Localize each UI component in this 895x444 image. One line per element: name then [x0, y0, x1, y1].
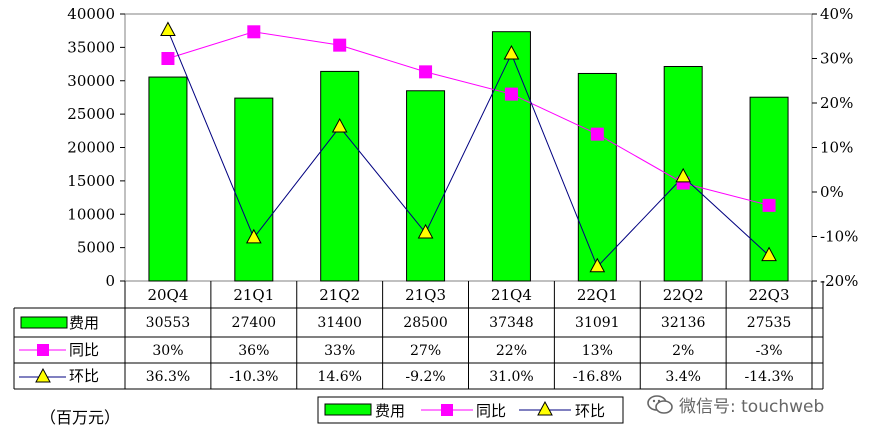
- qoq-marker-22Q3: [761, 246, 777, 262]
- table-cell: -3%: [756, 343, 783, 359]
- table-cell: 14.6%: [317, 369, 361, 385]
- table-cell: -14.3%: [744, 369, 793, 385]
- qoq-marker-21Q2: [331, 117, 348, 133]
- legend-key-expense: [324, 403, 372, 416]
- qoq-marker-20Q4: [160, 21, 176, 36]
- table-cell: -9.2%: [405, 369, 445, 385]
- right-axis-tick-label: 20%: [820, 94, 853, 112]
- right-axis-tick-label: 40%: [820, 5, 853, 23]
- right-axis-tick-label: 0%: [820, 183, 844, 201]
- yoy-marker-21Q4: [504, 87, 518, 101]
- category-label: 21Q2: [319, 286, 360, 304]
- category-label: 21Q1: [233, 286, 274, 304]
- left-axis-tick-label: 15000: [67, 172, 115, 190]
- qoq-marker-21Q3: [417, 223, 434, 239]
- qoq-marker-22Q2: [675, 167, 692, 183]
- table-row-header-expense: 费用: [69, 314, 99, 332]
- left-axis-tick-label: 40000: [67, 5, 115, 23]
- legend-key-qoq-marker: [537, 400, 553, 416]
- bar-20Q4: [148, 76, 188, 282]
- left-axis-tick-label: 30000: [67, 72, 115, 90]
- yoy-marker-21Q2: [333, 38, 347, 52]
- right-axis-tick-label: -10%: [820, 228, 858, 246]
- yoy-marker-21Q1: [247, 25, 261, 39]
- table-cell: 36.3%: [146, 369, 190, 385]
- left-axis-tick-label: 25000: [67, 105, 115, 123]
- table-cell: 27535: [747, 315, 792, 331]
- table-cell: 13%: [582, 343, 613, 359]
- table-key-qoq-marker: [35, 367, 51, 383]
- right-axis-tick-label: 30%: [820, 50, 853, 68]
- bar-21Q4: [491, 31, 531, 282]
- bar-21Q3: [406, 90, 446, 282]
- category-label: 21Q3: [405, 286, 446, 304]
- table-cell: 37348: [489, 315, 534, 331]
- table-cell: 27400: [232, 315, 277, 331]
- yoy-marker-22Q1: [590, 127, 604, 141]
- yoy-marker-22Q3: [762, 198, 776, 212]
- left-axis-tick-label: 0: [105, 272, 115, 290]
- yoy-marker-20Q4: [161, 52, 175, 65]
- category-label: 20Q4: [147, 286, 188, 304]
- table-cell: 30%: [152, 343, 183, 359]
- bar-21Q1: [234, 97, 274, 282]
- table-cell: -16.8%: [573, 369, 622, 385]
- category-label: 22Q1: [577, 286, 618, 304]
- table-cell: 31.0%: [489, 369, 533, 385]
- left-axis-tick-label: 10000: [67, 205, 115, 223]
- left-axis-tick-label: 20000: [67, 139, 115, 157]
- right-axis-tick-label: -20%: [820, 272, 858, 290]
- table-cell: 3.4%: [665, 369, 701, 385]
- table-cell: 31091: [575, 315, 620, 331]
- table-row-header-yoy: 同比: [69, 341, 99, 359]
- category-label: 22Q3: [749, 286, 790, 304]
- table-row-header-qoq: 环比: [69, 367, 99, 385]
- watermark-text: 微信号: touchweb: [679, 397, 825, 417]
- table-key-yoy-marker: [37, 344, 49, 356]
- table-cell: 28500: [403, 315, 448, 331]
- table-cell: 22%: [496, 343, 527, 359]
- table-cell: 32136: [661, 315, 706, 331]
- table-cell: 31400: [317, 315, 362, 331]
- bar-22Q1: [577, 72, 617, 282]
- right-axis-tick-label: 10%: [820, 139, 853, 157]
- bar-22Q3: [749, 96, 789, 282]
- watermark: 微信号: touchweb: [646, 392, 824, 417]
- left-axis-tick-label: 5000: [77, 239, 115, 257]
- qoq-marker-22Q1: [589, 257, 606, 273]
- table-cell: 33%: [324, 343, 355, 359]
- plot-area: [124, 13, 813, 282]
- legend-label-qoq: 环比: [575, 402, 605, 420]
- yoy-marker-21Q3: [419, 65, 433, 79]
- qoq-marker-21Q1: [245, 228, 262, 244]
- unit-label: （百万元）: [40, 408, 121, 427]
- yoy-line: [167, 31, 770, 206]
- legend-label-yoy: 同比: [476, 402, 506, 420]
- table-cell: 2%: [672, 343, 694, 359]
- qoq-line: [167, 30, 770, 268]
- table-cell: -10.3%: [229, 369, 278, 385]
- wechat-icon: [647, 394, 673, 414]
- category-label: 21Q4: [491, 286, 532, 304]
- table-cell: 27%: [410, 343, 441, 359]
- legend-key-yoy-marker: [441, 404, 453, 416]
- left-axis-tick-label: 35000: [67, 38, 115, 56]
- table-cell: 36%: [238, 343, 269, 359]
- category-label: 22Q2: [663, 286, 704, 304]
- table-cell: 30553: [146, 315, 191, 331]
- qoq-marker-21Q4: [503, 44, 520, 60]
- bar-21Q2: [320, 70, 360, 282]
- legend-label-expense: 费用: [375, 402, 405, 420]
- table-key-bar: [20, 316, 68, 329]
